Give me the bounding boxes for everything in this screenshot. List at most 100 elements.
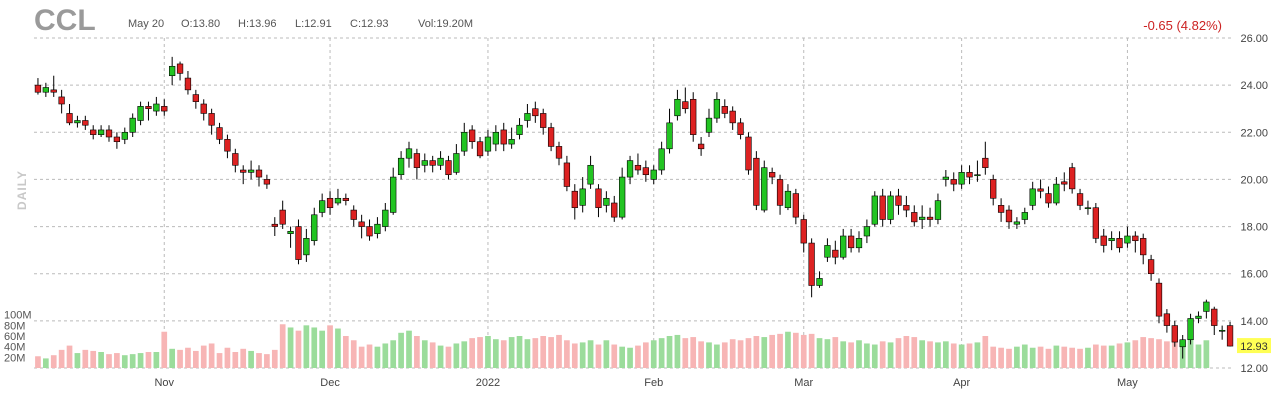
volume-tick-label: 20M — [4, 352, 25, 364]
candle-body — [903, 205, 910, 211]
volume-bars — [35, 324, 1210, 368]
candle-body — [50, 89, 57, 93]
candle-body — [208, 113, 215, 126]
candle-body — [1053, 183, 1060, 204]
volume-bar — [1132, 340, 1139, 368]
volume-bar — [808, 333, 815, 368]
volume-bar — [406, 330, 412, 368]
volume-bar — [793, 332, 799, 368]
volume-bar — [935, 342, 941, 368]
volume-bar — [666, 336, 673, 368]
candle-body — [1163, 313, 1171, 326]
volume-bar — [477, 337, 483, 368]
candle-body — [555, 146, 563, 159]
volume-bar — [729, 339, 736, 368]
volume-bar — [177, 349, 183, 368]
candle-body — [563, 162, 571, 187]
candle-body — [421, 160, 428, 166]
candle-body — [792, 193, 799, 218]
candle-body — [90, 129, 97, 135]
volume-bar — [208, 343, 215, 368]
volume-bar — [1069, 347, 1075, 368]
grid — [34, 37, 1234, 369]
candle-body — [697, 143, 705, 150]
candle-body — [121, 131, 128, 140]
volume-bar — [895, 338, 902, 368]
candle-body — [405, 148, 413, 159]
volume-bar — [627, 347, 633, 368]
candle-body — [1100, 235, 1107, 246]
candle-body — [469, 129, 476, 143]
date-tick-label: 2022 — [476, 377, 500, 389]
volume-bar — [516, 336, 523, 368]
candle-body — [595, 188, 602, 209]
price-tick-label: 22.00 — [1240, 127, 1268, 139]
candle-body — [366, 226, 373, 237]
volume-bar — [224, 347, 231, 368]
volume-bar — [161, 331, 168, 368]
candle-body — [753, 157, 760, 206]
candle-body — [840, 235, 847, 258]
volume-bar — [421, 340, 428, 368]
candle-body — [445, 160, 452, 176]
volume-bar — [564, 340, 570, 368]
candle-body — [705, 117, 713, 133]
candle-body — [247, 169, 255, 173]
volume-bar — [856, 340, 862, 368]
date-axis: Nov Dec 2022 Feb Mar Apr May — [154, 377, 1138, 389]
volume-bar — [524, 339, 531, 368]
candle-body — [958, 172, 965, 185]
volume-bar — [271, 349, 278, 368]
volume-bar — [943, 341, 949, 368]
candle-body — [1132, 235, 1139, 242]
volume-bar — [650, 340, 657, 368]
header-open: O:13.80 — [181, 18, 220, 30]
volume-bar — [358, 346, 365, 368]
volume-bar — [1156, 339, 1162, 368]
volume-bar — [769, 334, 775, 368]
price-tick-label: 24.00 — [1240, 80, 1268, 92]
volume-bar — [390, 340, 397, 368]
volume-bar — [982, 336, 989, 368]
volume-bar — [461, 341, 468, 368]
date-tick-label: Nov — [154, 377, 174, 389]
candle-body — [1037, 188, 1044, 192]
candle-body — [1029, 188, 1036, 206]
volume-bar — [643, 342, 649, 368]
date-tick-label: Dec — [320, 377, 340, 389]
candle-body — [34, 84, 42, 93]
volume-bar — [508, 337, 515, 368]
volume-bar — [714, 344, 720, 368]
candle-body — [1187, 318, 1194, 341]
volume-bar — [1053, 345, 1060, 368]
candle-body — [500, 129, 507, 145]
volume-bar — [398, 332, 404, 368]
volume-bar — [311, 327, 318, 368]
candle-body — [1171, 325, 1178, 343]
candle-body — [761, 167, 768, 211]
candle-body — [66, 113, 73, 124]
volume-bar — [1029, 347, 1036, 368]
candle-body — [82, 120, 89, 126]
volume-bar — [485, 336, 491, 368]
volume-bar — [287, 327, 294, 368]
candle-body — [997, 205, 1005, 213]
date-tick-label: Feb — [644, 377, 663, 389]
candle-body — [1211, 308, 1218, 326]
volume-bar — [35, 356, 41, 368]
volume-bar — [429, 342, 436, 368]
candle-body — [287, 230, 294, 234]
candle-body — [326, 197, 334, 209]
candle-body — [429, 160, 436, 166]
price-tick-label: 16.00 — [1240, 269, 1268, 281]
candle-body — [855, 238, 863, 249]
volume-bar — [1195, 344, 1202, 368]
candle-body — [1140, 238, 1147, 256]
volume-bar — [832, 337, 839, 368]
candle-body — [295, 226, 302, 260]
volume-bar — [800, 334, 807, 368]
candle-body — [184, 77, 192, 91]
volume-bar — [200, 345, 207, 368]
